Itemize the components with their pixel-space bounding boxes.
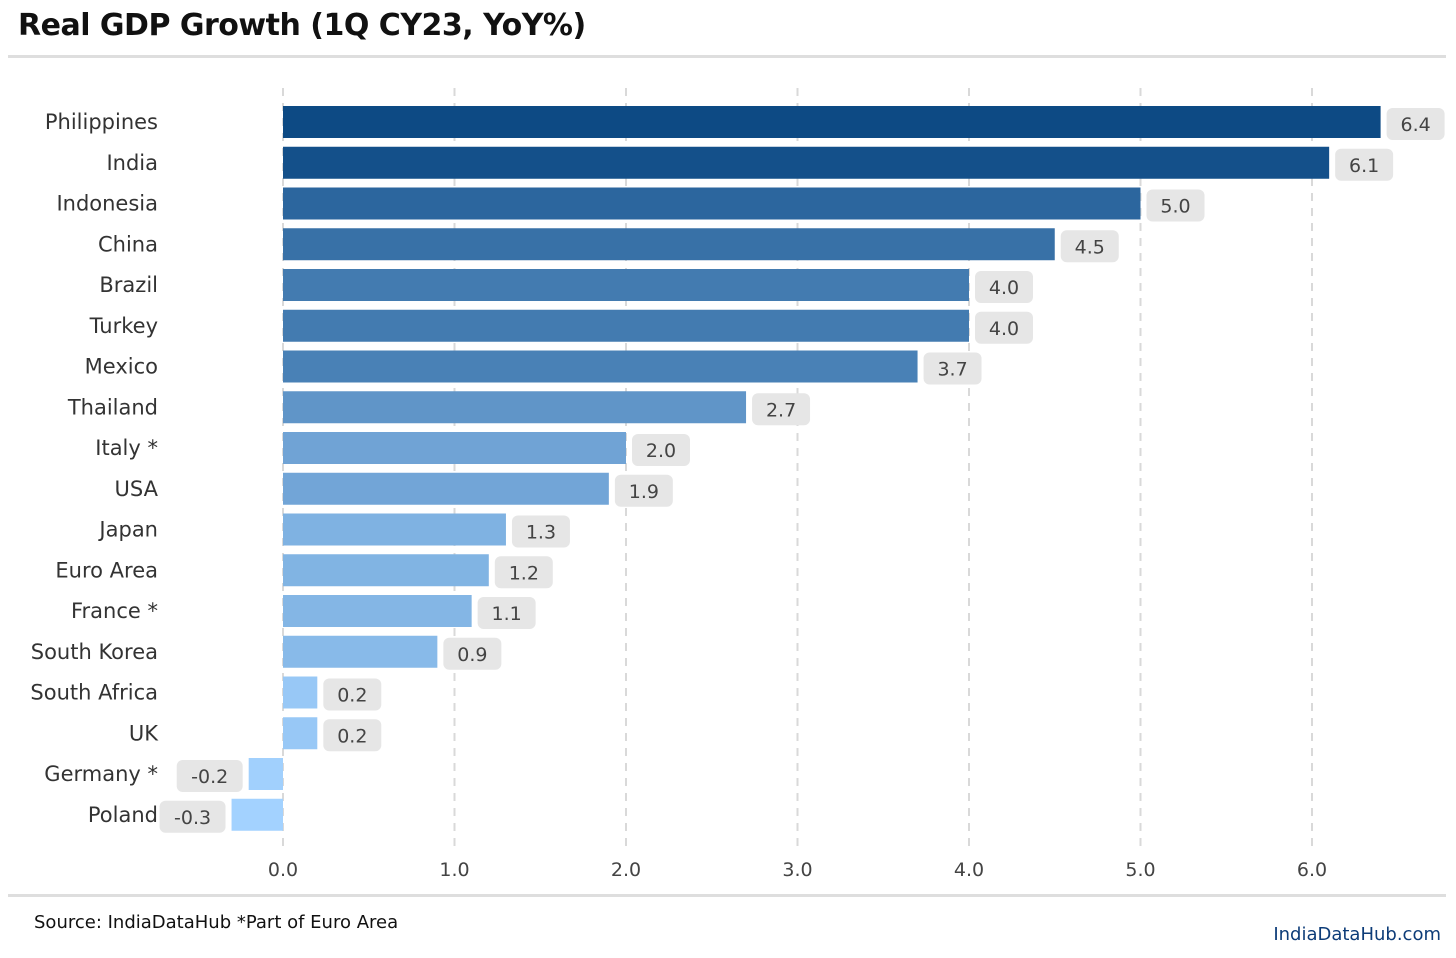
category-label: China bbox=[98, 232, 158, 256]
data-label: 1.1 bbox=[492, 603, 522, 625]
data-label: 2.7 bbox=[766, 399, 796, 421]
category-label: India bbox=[106, 151, 158, 175]
bar bbox=[283, 513, 506, 546]
bar bbox=[283, 146, 1330, 179]
data-label: 0.2 bbox=[337, 725, 367, 747]
data-label-box bbox=[323, 678, 382, 711]
bar bbox=[283, 676, 318, 709]
bar bbox=[283, 269, 969, 301]
category-label: Poland bbox=[88, 803, 158, 827]
data-label-box bbox=[614, 474, 673, 507]
data-label: 1.2 bbox=[509, 562, 539, 584]
data-label-box bbox=[923, 352, 982, 385]
data-label-box bbox=[1146, 189, 1205, 222]
bar bbox=[283, 309, 969, 342]
data-label: 0.2 bbox=[337, 685, 367, 707]
category-label: France * bbox=[71, 599, 158, 623]
category-label: Turkey bbox=[89, 314, 158, 338]
data-label: 4.5 bbox=[1075, 236, 1105, 258]
data-label-box bbox=[494, 556, 553, 589]
bar bbox=[283, 228, 1055, 261]
category-label: Euro Area bbox=[55, 558, 158, 582]
data-label-box bbox=[511, 515, 570, 548]
data-label: 1.3 bbox=[526, 522, 556, 544]
data-label-box bbox=[975, 271, 1033, 303]
x-tick-label: 0.0 bbox=[268, 859, 298, 881]
category-label: Italy * bbox=[95, 436, 158, 460]
data-label: 0.9 bbox=[457, 644, 487, 666]
data-label-box bbox=[1060, 230, 1119, 263]
data-label-box bbox=[1386, 108, 1445, 140]
data-label: 4.0 bbox=[989, 277, 1019, 299]
data-label-box bbox=[752, 393, 811, 426]
x-tick-label: 3.0 bbox=[782, 859, 812, 881]
category-label: Mexico bbox=[85, 355, 158, 379]
data-label: 5.0 bbox=[1160, 196, 1190, 218]
x-tick-label: 4.0 bbox=[954, 859, 984, 881]
data-label-box bbox=[975, 311, 1033, 344]
title-divider bbox=[8, 55, 1446, 58]
bar bbox=[283, 717, 318, 750]
category-label: Indonesia bbox=[56, 192, 158, 216]
bar bbox=[248, 758, 283, 790]
data-label: 4.0 bbox=[989, 318, 1019, 340]
data-label: 1.9 bbox=[629, 481, 659, 503]
category-label: Japan bbox=[97, 518, 158, 542]
bar bbox=[231, 798, 283, 831]
x-tick-label: 1.0 bbox=[439, 859, 469, 881]
bar bbox=[283, 106, 1381, 138]
data-label: -0.2 bbox=[191, 766, 228, 788]
bar bbox=[283, 472, 609, 505]
data-label: 6.4 bbox=[1400, 114, 1430, 136]
chart-title: Real GDP Growth (1Q CY23, YoY%) bbox=[18, 8, 586, 43]
data-label-box bbox=[1335, 148, 1394, 181]
category-label: Brazil bbox=[99, 273, 158, 297]
x-tick-label: 6.0 bbox=[1297, 859, 1327, 881]
data-label-box bbox=[443, 637, 502, 670]
bar bbox=[283, 432, 626, 464]
bar bbox=[283, 554, 489, 587]
data-label-box bbox=[323, 719, 382, 752]
footer-divider bbox=[8, 894, 1446, 897]
category-label: South Korea bbox=[31, 640, 158, 664]
source-note: Source: IndiaDataHub *Part of Euro Area bbox=[34, 912, 399, 933]
data-label-box bbox=[159, 800, 226, 833]
data-label: 6.1 bbox=[1349, 155, 1379, 177]
bar bbox=[283, 350, 918, 383]
data-label: -0.3 bbox=[174, 807, 211, 829]
category-label: South Africa bbox=[30, 681, 158, 705]
category-label: Philippines bbox=[45, 110, 158, 134]
category-label: USA bbox=[115, 477, 159, 501]
x-tick-label: 5.0 bbox=[1125, 859, 1155, 881]
bar bbox=[283, 391, 747, 424]
category-label: UK bbox=[129, 721, 159, 745]
data-label-box bbox=[477, 597, 536, 629]
bar bbox=[283, 635, 438, 668]
data-label-box bbox=[176, 760, 243, 792]
bar bbox=[283, 595, 472, 627]
category-label: Germany * bbox=[44, 762, 158, 786]
x-tick-label: 2.0 bbox=[611, 859, 641, 881]
data-label-box bbox=[632, 434, 690, 466]
data-label: 3.7 bbox=[937, 359, 967, 381]
bar bbox=[283, 187, 1141, 220]
brand-link[interactable]: IndiaDataHub.com bbox=[1273, 924, 1441, 945]
category-label: Thailand bbox=[67, 395, 158, 419]
data-label: 2.0 bbox=[646, 440, 676, 462]
